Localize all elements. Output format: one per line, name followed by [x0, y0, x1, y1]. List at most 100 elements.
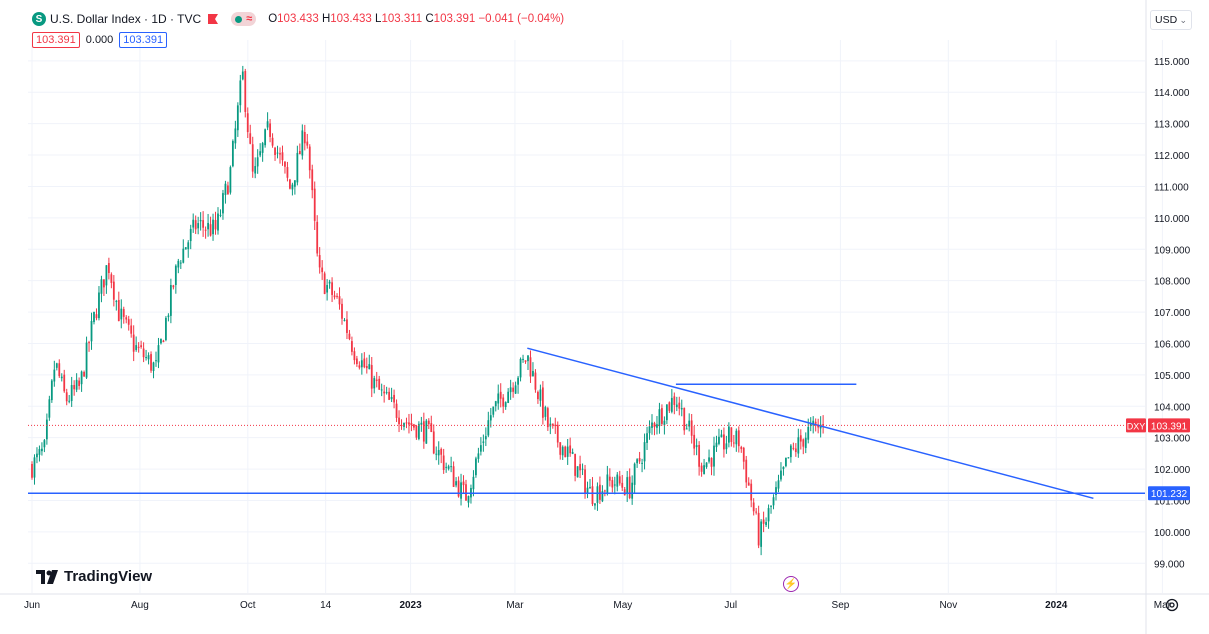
candle-body — [271, 137, 274, 146]
candle-body — [559, 442, 562, 455]
indicator-value-2: 0.000 — [85, 34, 114, 46]
descending-trendline[interactable] — [527, 347, 1094, 500]
candle — [316, 215, 319, 257]
candle-body — [422, 421, 425, 442]
candle — [318, 247, 321, 274]
candle-body — [55, 363, 58, 368]
candle-body — [388, 391, 391, 400]
gear-icon[interactable] — [1164, 597, 1180, 613]
candle — [137, 342, 140, 353]
candle-body — [517, 377, 519, 385]
time-tick-label: 2023 — [399, 600, 422, 611]
candle — [313, 181, 316, 231]
candle — [425, 418, 428, 444]
candle-body — [259, 151, 262, 156]
candle — [43, 438, 46, 453]
candle-body — [576, 466, 579, 478]
candle — [465, 479, 467, 501]
candle — [472, 470, 475, 497]
candle-body — [152, 362, 155, 371]
candle — [410, 413, 413, 432]
candle — [653, 421, 656, 436]
candle — [537, 390, 539, 404]
candle-body — [606, 474, 609, 494]
candle — [63, 369, 66, 393]
support-tag-bg[interactable] — [1148, 486, 1190, 501]
price-scale[interactable]: 115.000 114.000 113.000 112.000 111.000 110.0… — [1126, 0, 1191, 634]
candle — [70, 376, 73, 407]
candle-body — [241, 71, 244, 80]
candle — [551, 423, 554, 429]
candle-body — [380, 389, 383, 391]
candle-body — [703, 465, 705, 474]
drawings[interactable] — [28, 347, 1145, 500]
candle-body — [750, 483, 753, 501]
candle — [767, 504, 770, 529]
time-tick-label: Mar — [506, 600, 524, 611]
candle-body — [390, 397, 393, 400]
candle — [341, 298, 343, 325]
tradingview-logo[interactable]: TradingView — [36, 568, 152, 585]
candle-body — [643, 442, 646, 462]
candle — [400, 419, 403, 430]
candle-body — [212, 219, 214, 235]
candle — [105, 265, 108, 294]
candle-body — [279, 153, 281, 155]
candle-body — [809, 423, 812, 426]
symbol-title[interactable]: U.S. Dollar Index · 1D · TVC — [50, 12, 202, 26]
candlestick-series — [31, 65, 825, 556]
candle-body — [527, 355, 529, 362]
candle — [740, 445, 743, 453]
candle-body — [249, 133, 252, 144]
candle — [762, 511, 765, 533]
candle-body — [207, 222, 209, 230]
time-scale[interactable]: Jun Aug Oct 14 2023 Mar May Jul Sep Nov 2024 Mar — [0, 593, 1209, 611]
candle — [246, 107, 249, 139]
candle — [217, 207, 219, 235]
candle-body — [658, 409, 661, 427]
candle-body — [467, 496, 470, 503]
candle-body — [346, 319, 348, 333]
candle-body — [455, 481, 457, 486]
candle — [566, 438, 569, 465]
candle — [772, 494, 775, 510]
candle-body — [142, 348, 145, 358]
market-status-badge[interactable]: ≈ — [231, 12, 257, 26]
candle-body — [715, 442, 718, 448]
candle-body — [85, 342, 88, 378]
candle — [385, 386, 388, 395]
candle-body — [787, 457, 790, 459]
candle-body — [246, 113, 249, 133]
flag-icon[interactable] — [207, 13, 219, 25]
candle-body — [710, 457, 713, 467]
candle — [628, 468, 631, 500]
candle — [279, 147, 281, 164]
candle-body — [179, 262, 182, 264]
candle-body — [430, 423, 433, 433]
price-tick-label: 100.000 — [1154, 528, 1191, 539]
candle — [308, 144, 311, 179]
candle — [554, 417, 557, 434]
candle-body — [229, 167, 232, 193]
candle-body — [656, 424, 658, 428]
candle-body — [708, 457, 710, 462]
candle — [90, 312, 93, 350]
lightning-icon[interactable]: ⚡ — [783, 576, 799, 592]
candle — [596, 482, 599, 511]
candle — [705, 462, 708, 469]
candle — [626, 470, 629, 502]
candle-body — [740, 446, 743, 450]
candle — [561, 445, 564, 461]
candle-body — [130, 325, 133, 334]
price-tick-label: 107.000 — [1154, 308, 1191, 319]
candle-body — [214, 219, 217, 230]
candle-body — [785, 457, 787, 467]
candle — [358, 361, 361, 370]
candle-body — [782, 466, 785, 470]
candle — [155, 351, 157, 367]
currency-selector[interactable]: USD ⌄ — [1150, 10, 1192, 30]
tradingview-logo-icon — [36, 569, 58, 584]
candle-body — [631, 482, 634, 499]
